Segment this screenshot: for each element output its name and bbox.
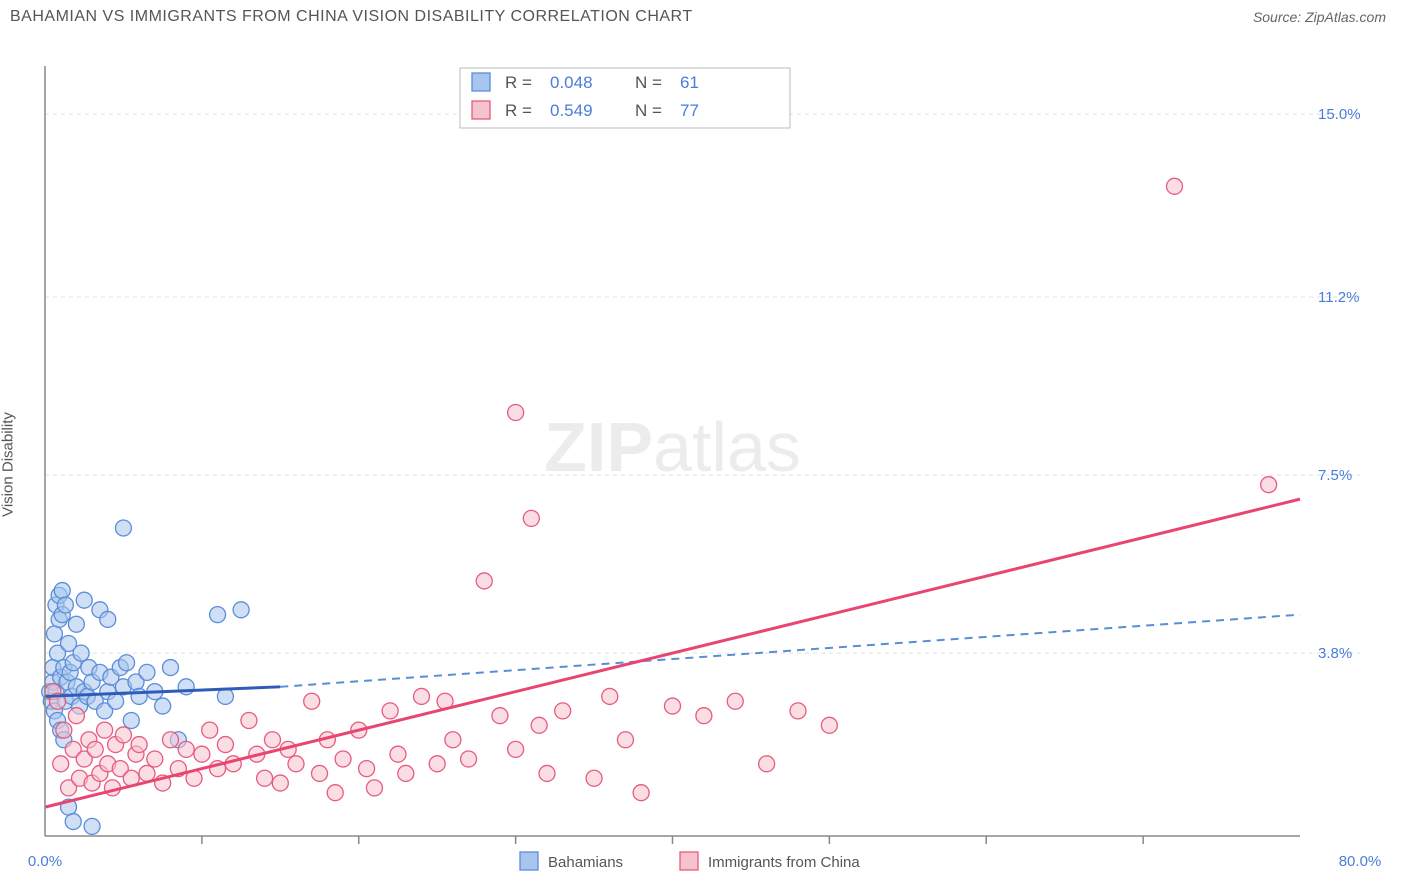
svg-text:15.0%: 15.0% — [1318, 106, 1361, 123]
svg-text:0.0%: 0.0% — [28, 853, 62, 870]
svg-text:R =: R = — [505, 73, 532, 92]
svg-text:ZIPatlas: ZIPatlas — [544, 408, 801, 486]
source-attribution: Source: ZipAtlas.com — [1253, 9, 1386, 25]
y-axis-label: Vision Disability — [0, 412, 17, 517]
chart-title: BAHAMIAN VS IMMIGRANTS FROM CHINA VISION… — [10, 8, 693, 26]
svg-text:77: 77 — [680, 101, 699, 120]
svg-text:N =: N = — [635, 73, 662, 92]
svg-text:11.2%: 11.2% — [1318, 289, 1359, 306]
scatter-chart: ZIPatlas 3.8% 7.5% 11.2% 15.0% 0.0% 80.0% R = 0.… — [0, 26, 1406, 886]
svg-text:Immigrants from China: Immigrants from China — [708, 854, 860, 871]
svg-text:R =: R = — [505, 101, 532, 120]
svg-text:61: 61 — [680, 73, 699, 92]
svg-text:N =: N = — [635, 101, 662, 120]
svg-text:80.0%: 80.0% — [1339, 853, 1382, 870]
svg-text:0.549: 0.549 — [550, 101, 593, 120]
chart-container: Vision Disability ZIPatlas 3.8% 7.5% 11.2% 1… — [0, 26, 1406, 886]
svg-text:Bahamians: Bahamians — [548, 854, 623, 871]
svg-text:7.5%: 7.5% — [1318, 467, 1352, 484]
svg-text:3.8%: 3.8% — [1318, 645, 1352, 662]
svg-text:0.048: 0.048 — [550, 73, 593, 92]
